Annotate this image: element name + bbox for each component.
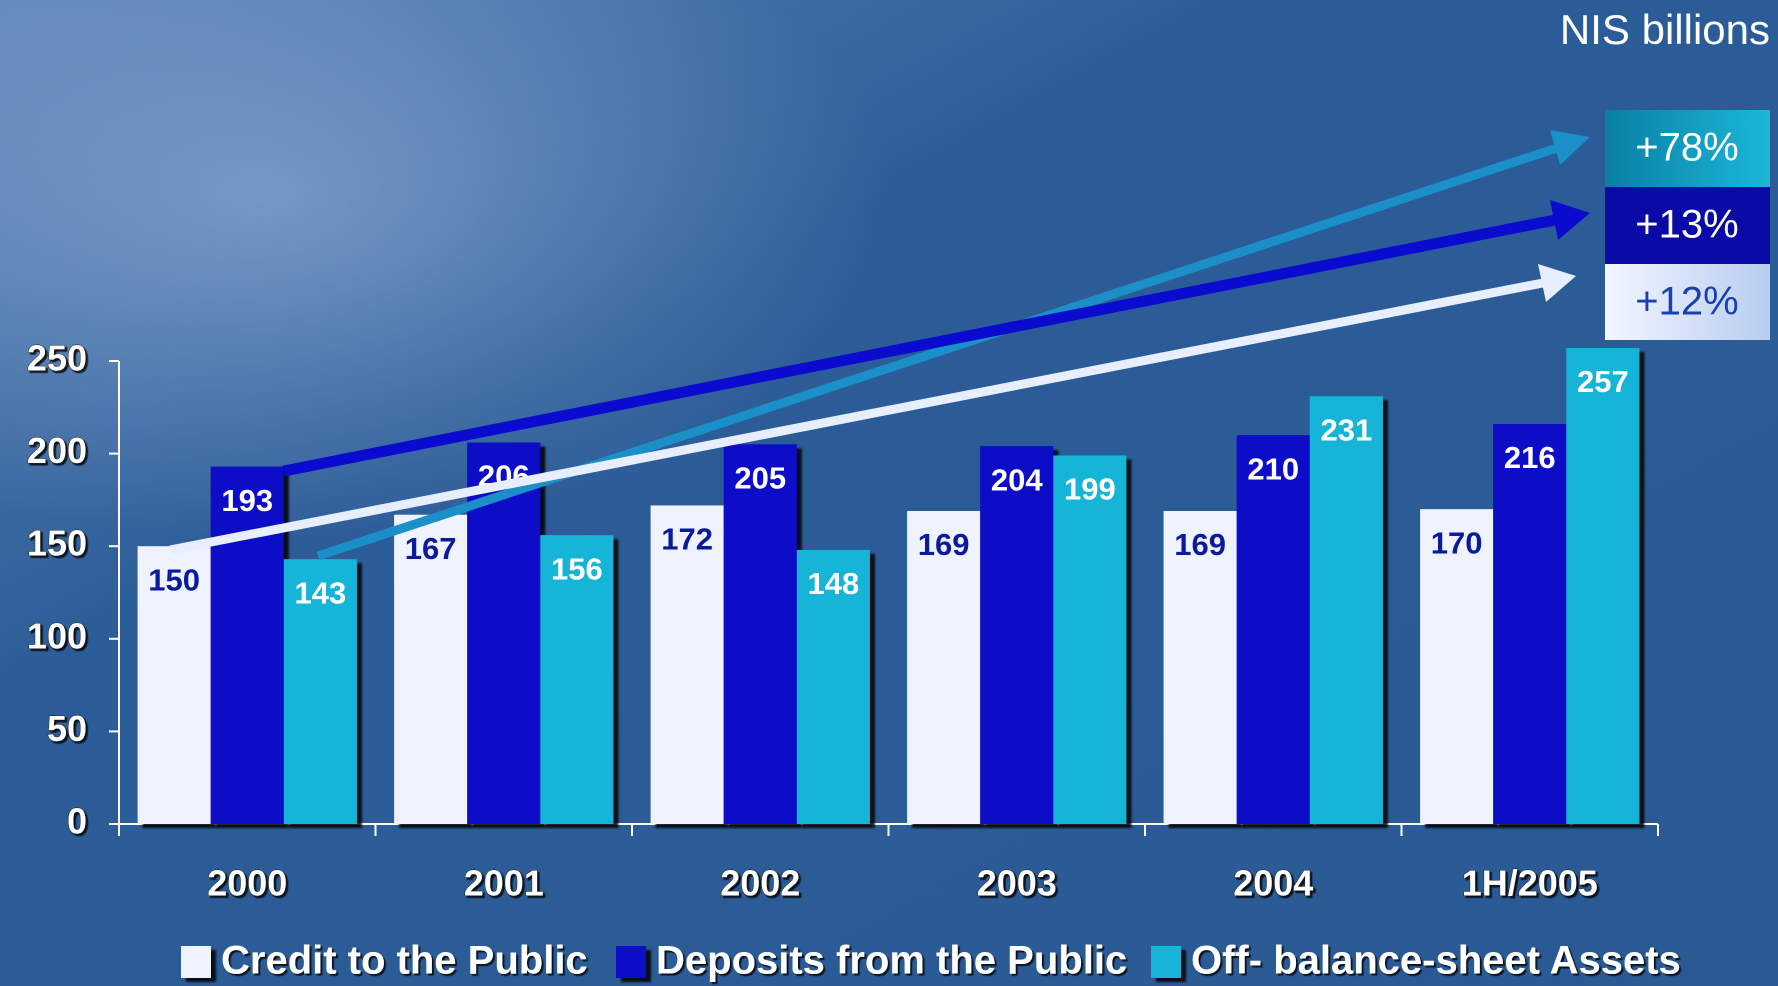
legend-label: Deposits from the Public xyxy=(656,939,1127,983)
change-label: +13% xyxy=(1635,203,1738,247)
y-tick-label: 0 xyxy=(67,801,87,842)
value-label: 205 xyxy=(734,461,786,496)
bar xyxy=(980,446,1053,824)
x-tick-label: 2003 xyxy=(977,863,1057,904)
value-label: 143 xyxy=(294,575,346,610)
value-label: 204 xyxy=(991,462,1043,497)
chart: NIS billions 0 50 100 150 200 250 2000 2001 2002… xyxy=(0,0,1778,986)
bar xyxy=(724,444,797,824)
x-tick-label: 2002 xyxy=(720,863,800,904)
y-tick-label: 250 xyxy=(27,338,87,379)
legend-swatch xyxy=(616,946,646,978)
value-label: 172 xyxy=(661,522,713,557)
value-label: 216 xyxy=(1504,440,1556,475)
change-label: +12% xyxy=(1635,280,1738,324)
x-tick-label: 2000 xyxy=(207,863,287,904)
value-label: 169 xyxy=(918,527,970,562)
value-label: 150 xyxy=(148,562,200,597)
value-label: 167 xyxy=(405,531,457,566)
x-tick-label: 2001 xyxy=(464,863,544,904)
value-label: 210 xyxy=(1247,451,1299,486)
bar xyxy=(211,467,284,824)
y-tick-label: 200 xyxy=(27,430,87,471)
unit-label: NIS billions xyxy=(1560,6,1770,53)
bar xyxy=(1237,435,1310,824)
y-tick-label: 50 xyxy=(47,708,87,749)
legend-swatch xyxy=(1151,946,1181,978)
x-tick-label: 2004 xyxy=(1233,863,1313,904)
value-label: 231 xyxy=(1320,412,1372,447)
y-tick-label: 150 xyxy=(27,523,87,564)
legend-label: Off- balance-sheet Assets xyxy=(1191,939,1681,983)
bar xyxy=(1053,455,1126,824)
value-label: 169 xyxy=(1174,527,1226,562)
legend-label: Credit to the Public xyxy=(221,939,588,983)
value-label: 257 xyxy=(1577,364,1629,399)
bar xyxy=(1566,348,1639,824)
value-label: 170 xyxy=(1431,525,1483,560)
bar xyxy=(1493,424,1566,824)
change-label: +78% xyxy=(1635,126,1738,170)
value-label: 199 xyxy=(1064,472,1116,507)
x-tick-label: 1H/2005 xyxy=(1462,863,1598,904)
legend-swatch xyxy=(181,946,211,978)
y-tick-label: 100 xyxy=(27,615,87,656)
bar xyxy=(1310,396,1383,824)
value-label: 193 xyxy=(221,483,273,518)
value-label: 148 xyxy=(807,566,859,601)
value-label: 156 xyxy=(551,551,603,586)
